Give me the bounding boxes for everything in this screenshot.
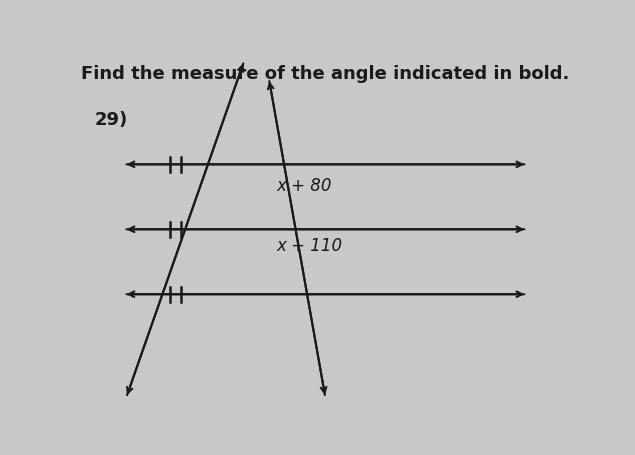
Text: 29): 29) — [94, 111, 128, 129]
Text: x + 110: x + 110 — [276, 237, 342, 254]
Text: x + 80: x + 80 — [276, 177, 331, 195]
Text: Find the measure of the angle indicated in bold.: Find the measure of the angle indicated … — [81, 65, 570, 83]
